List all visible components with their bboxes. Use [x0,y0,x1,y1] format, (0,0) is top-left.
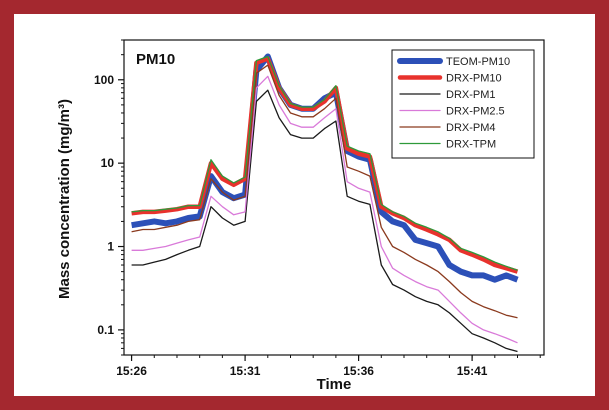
y-tick-label: 10 [101,156,115,170]
chart-title: PM10 [136,51,175,68]
legend-label: DRX-PM10 [446,73,502,85]
x-axis-label: Time [317,376,352,393]
y-tick-label: 100 [94,73,114,87]
x-tick-label: 15:36 [343,364,374,378]
axis-layer: 15:26 15:31 15:36 15:41 0.1 1 10 100 [94,39,541,378]
series-line-drx-pm10 [131,56,519,274]
x-tick-label: 15:26 [116,364,147,378]
legend-label: DRX-TPM [446,139,496,151]
series-line-drx-pm2-5 [131,75,518,344]
legend-label: DRX-PM2.5 [446,106,505,118]
legend-label: DRX-PM1 [446,89,496,101]
legend: TEOM-PM10 DRX-PM10 DRX-PM1 DRX-PM2.5 DRX-PM4… [391,49,535,159]
series-line-drx-pm1 [131,89,518,353]
legend-label: TEOM-PM10 [446,56,510,68]
y-axis-label: Mass concentration (mg/m³) [56,99,73,299]
y-tick-label: 1 [107,240,114,254]
series-layer [131,53,519,353]
series-line-drx-pm4 [131,64,518,319]
x-tick-label: 15:41 [457,364,488,378]
series-line-drx-tpm [131,55,518,271]
y-tick-label: 0.1 [97,323,114,337]
x-tick-label: 15:31 [230,364,261,378]
legend-label: DRX-PM4 [446,122,496,134]
legend-box [391,49,535,159]
